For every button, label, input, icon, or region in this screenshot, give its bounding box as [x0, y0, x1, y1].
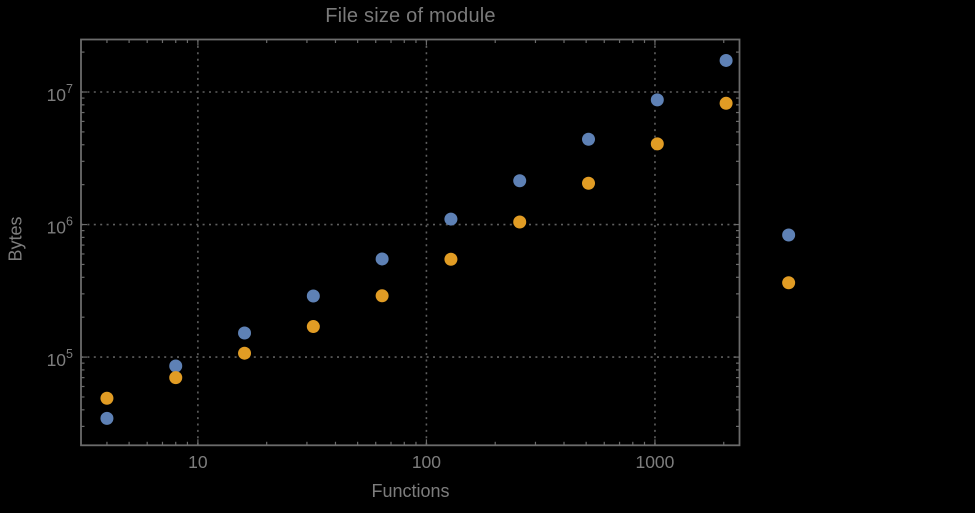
plot-frame — [80, 38, 741, 447]
data-point-series-orange-3846 — [782, 276, 796, 290]
data-point-series-blue-16 — [238, 326, 252, 340]
data-point-series-orange-2048 — [719, 96, 733, 110]
data-point-series-blue-4 — [100, 411, 114, 425]
data-point-series-blue-3846 — [782, 228, 796, 242]
y-tick-label: 107 — [47, 82, 73, 105]
data-point-series-blue-512 — [582, 132, 596, 146]
data-point-series-blue-8 — [169, 359, 183, 373]
data-point-series-orange-8 — [169, 371, 183, 385]
data-point-series-orange-512 — [582, 176, 596, 190]
data-point-series-blue-32 — [306, 289, 320, 303]
data-point-series-blue-2048 — [719, 53, 733, 67]
data-point-series-blue-64 — [375, 252, 389, 266]
x-axis-label: Functions — [371, 481, 450, 501]
data-point-series-blue-128 — [444, 212, 458, 226]
chart-title: File size of module — [325, 5, 496, 27]
data-point-series-orange-16 — [238, 346, 252, 360]
data-point-series-orange-4 — [100, 391, 114, 405]
data-point-series-orange-256 — [513, 215, 527, 229]
x-tick-label: 10 — [188, 452, 208, 472]
data-point-series-orange-32 — [306, 320, 320, 334]
data-point-series-orange-64 — [375, 289, 389, 303]
y-tick-label: 105 — [47, 347, 73, 370]
data-point-series-orange-128 — [444, 252, 458, 266]
x-tick-label: 1000 — [635, 452, 674, 472]
data-point-series-blue-256 — [513, 174, 527, 188]
y-tick-label: 106 — [47, 215, 73, 238]
data-point-series-orange-1024 — [650, 137, 664, 151]
data-point-series-blue-1024 — [650, 93, 664, 107]
x-tick-label: 100 — [412, 452, 441, 472]
